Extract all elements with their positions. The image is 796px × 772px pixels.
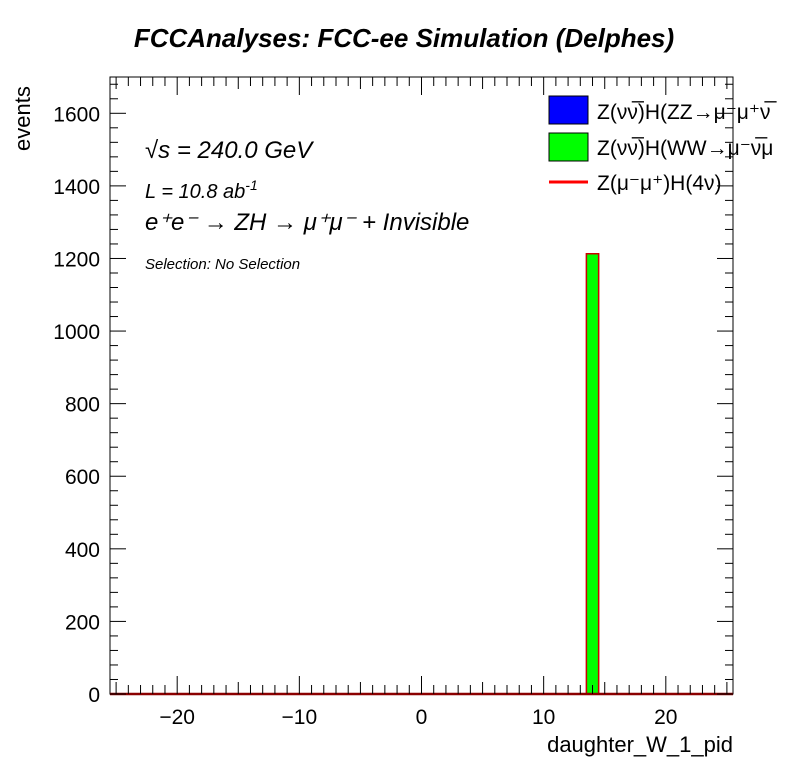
x-tick-label: 10 xyxy=(532,706,555,729)
y-tick-label: 1600 xyxy=(53,103,100,126)
x-axis-label: daughter_W_1_pid xyxy=(547,732,733,757)
y-tick-label: 1400 xyxy=(53,176,100,199)
plot-border xyxy=(109,76,734,695)
x-tick-label: 0 xyxy=(416,706,428,729)
y-tick-label: 200 xyxy=(65,611,100,634)
y-tick-label: 600 xyxy=(65,466,100,489)
legend-label-zz: Z(νν̅)H(ZZ→μ⁻μ⁺ν̅ xyxy=(597,101,777,124)
bar-outline-series1-bin0 xyxy=(585,253,600,694)
x-tick-label: −20 xyxy=(159,706,195,729)
selection-label: Selection: No Selection xyxy=(145,256,300,273)
sqrt-s-value: = 240.0 GeV xyxy=(170,137,314,164)
svg-text:√s = 240.0 GeV: √s = 240.0 GeV xyxy=(145,137,314,164)
plot-frame xyxy=(109,76,734,695)
sqrt-s-symbol: √s xyxy=(145,137,170,164)
legend-label-4nu: Z(μ⁻μ⁺)H(4ν) xyxy=(597,172,722,195)
y-tick-label: 1000 xyxy=(53,321,100,344)
legend-label-ww: Z(νν̅)H(WW→μ⁻ν̅μ xyxy=(597,137,773,160)
legend-swatch-ww xyxy=(548,132,589,162)
y-tick-label: 0 xyxy=(88,684,100,707)
chart-title: FCCAnalyses: FCC-ee Simulation (Delphes) xyxy=(134,23,674,53)
x-tick-label: −10 xyxy=(282,706,318,729)
y-axis-label: events xyxy=(10,86,35,151)
legend: Z(νν̅)H(ZZ→μ⁻μ⁺ν̅ Z(νν̅)H(WW→μ⁻ν̅μ Z(μ⁻μ… xyxy=(548,95,777,195)
process-label: e⁺e⁻ → ZH → μ⁺μ⁻ + Invisible xyxy=(145,209,469,236)
luminosity-exponent: -1 xyxy=(245,177,257,193)
annotations: √s = 240.0 GeV L = 10.8 ab-1 e⁺e⁻ → ZH →… xyxy=(145,137,469,273)
y-tick-label: 1200 xyxy=(53,248,100,271)
x-tick-label: 20 xyxy=(654,706,677,729)
legend-swatch-zz xyxy=(548,95,589,125)
luminosity-label: L = 10.8 ab xyxy=(145,181,245,203)
svg-text:L = 10.8 ab-1: L = 10.8 ab-1 xyxy=(145,177,258,203)
bar-series1-bin0 xyxy=(585,253,600,695)
y-tick-label: 400 xyxy=(65,539,100,562)
y-tick-label: 800 xyxy=(65,394,100,417)
histogram-bars xyxy=(110,253,733,696)
